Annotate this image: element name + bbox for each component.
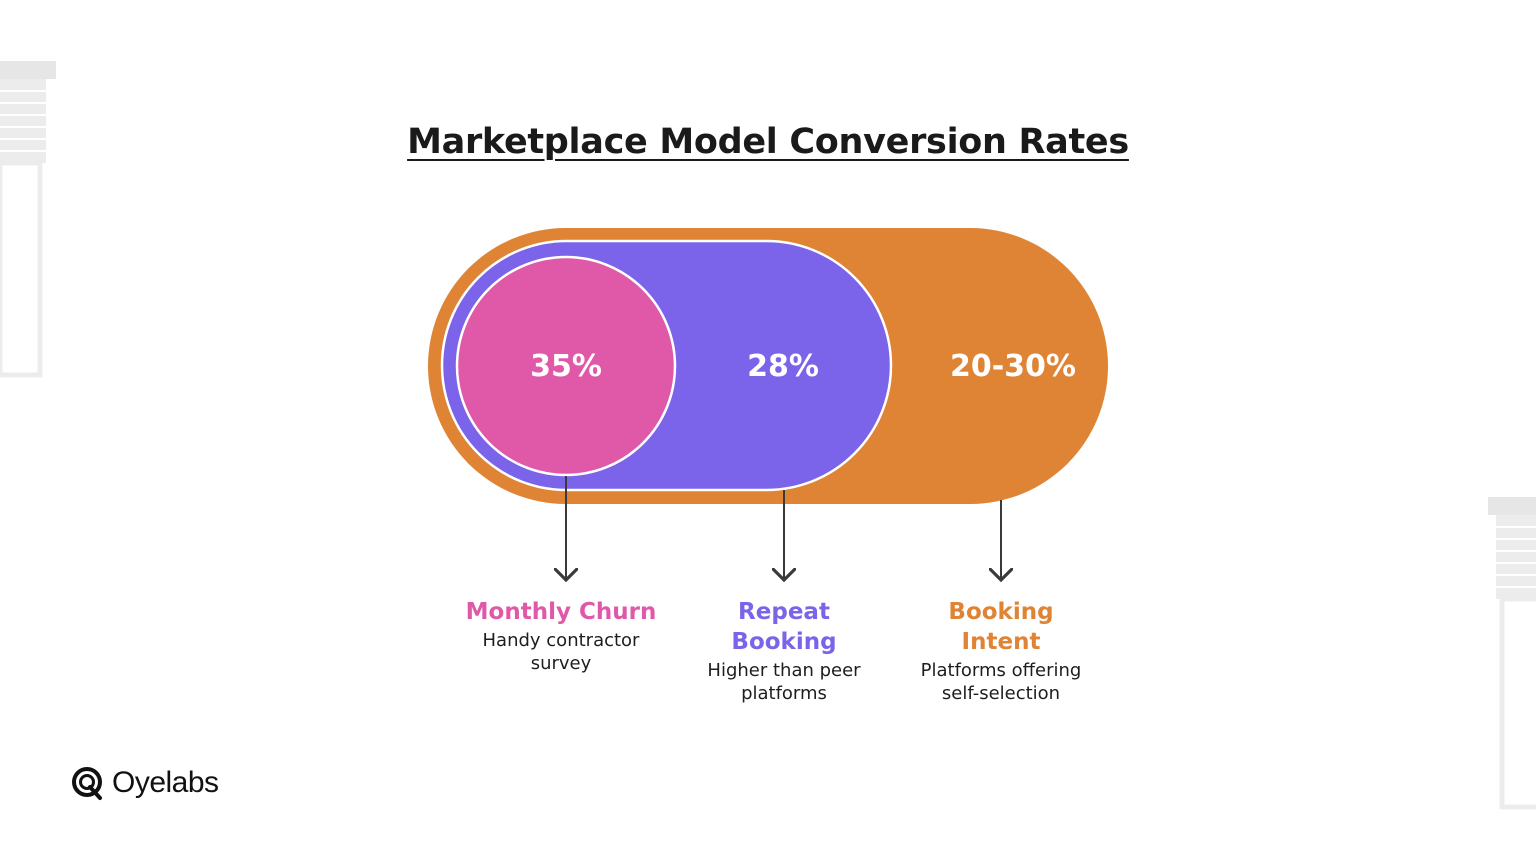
oyelabs-logo-icon [72,767,102,800]
churn-circle [455,255,677,477]
repeat-value: 28% [747,349,819,384]
intent-value: 20-30% [950,349,1076,384]
churn-value: 35% [530,349,602,384]
churn-label-group: Monthly Churn Handy contractor survey [456,597,666,675]
intent-description: Platforms offering self-selection [920,660,1082,704]
repeat-label-group: Repeat Booking Higher than peer platform… [694,597,874,705]
intent-label: Booking Intent [948,599,1054,655]
intent-label-group: Booking Intent Platforms offering self-s… [906,597,1096,705]
right-edge-decoration [1488,497,1536,810]
brand-logo: Oyelabs [70,763,219,803]
churn-description: Handy contractor survey [482,630,640,674]
left-edge-decoration [0,61,56,378]
brand-name: Oyelabs [112,766,219,799]
repeat-description: Higher than peer platforms [707,660,861,704]
churn-label: Monthly Churn [465,599,657,625]
page-title: Marketplace Model Conversion Rates [407,122,1129,162]
repeat-label: Repeat Booking [731,599,837,655]
